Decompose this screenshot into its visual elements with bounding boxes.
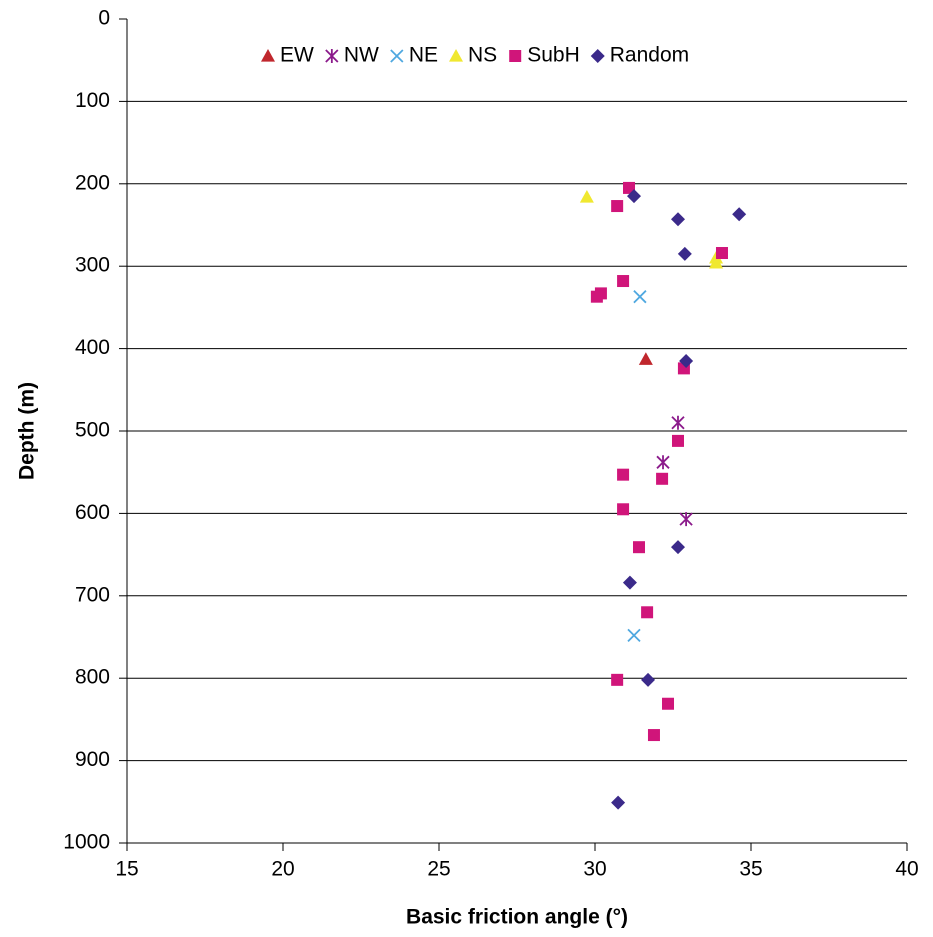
point [627,628,641,642]
y-tick-label: 400 [75,336,110,359]
y-tick-label: 300 [75,254,110,277]
x-tick-label: 25 [427,858,450,881]
point [633,290,647,304]
y-tick-label: 500 [75,419,110,442]
y-tick-label: 1000 [63,831,110,854]
point [677,246,692,261]
point [709,255,724,269]
point [671,415,685,430]
y-tick-label: 800 [75,666,110,689]
legend-marker [449,49,464,62]
x-axis-label: Basic friction angle (°) [406,906,628,929]
legend-label: NE [409,44,438,67]
point [638,352,653,365]
point [622,575,637,590]
y-axis-label: Depth (m) [16,382,39,480]
point [679,353,694,368]
point [617,275,630,288]
series [656,415,693,527]
legend-marker [509,50,522,62]
series [611,189,747,810]
point [732,207,747,222]
x-tick-label: 40 [895,858,918,881]
point [715,247,728,260]
point [611,795,626,810]
x-tick-label: 15 [115,858,138,881]
point [627,189,641,204]
point [670,212,685,227]
point [656,472,669,485]
point [662,697,675,710]
x-tick-label: 20 [271,858,294,881]
x-tick-label: 30 [583,858,606,881]
legend-marker [325,49,339,63]
point [647,729,660,742]
x-tick-label: 35 [739,858,762,881]
legend-marker [390,49,404,63]
point [641,606,654,619]
series [627,290,647,642]
legend: EW NW NE NS SubH Random [261,44,689,67]
point [679,512,693,527]
point [611,673,624,686]
y-tick-label: 600 [75,501,110,524]
point [623,181,636,194]
legend-label: Random [610,44,689,67]
series [579,189,724,269]
legend-marker [590,49,605,63]
point [671,434,684,447]
legend-label: EW [280,44,314,67]
point [579,189,594,203]
legend-label: SubH [527,44,580,67]
point [611,200,624,213]
series [638,352,653,365]
point [632,541,645,554]
point [641,672,656,687]
y-tick-label: 700 [75,583,110,606]
y-tick-label: 100 [75,89,110,112]
y-tick-label: 900 [75,748,110,771]
legend-label: NW [344,44,379,67]
legend-label: NS [468,44,497,67]
legend-marker [261,49,275,62]
point [617,468,630,481]
point [590,290,603,303]
point [656,455,670,470]
series [590,181,728,742]
point [617,503,630,516]
y-tick-label: 200 [75,171,110,194]
point [670,540,685,555]
y-tick-label: 0 [98,7,110,30]
